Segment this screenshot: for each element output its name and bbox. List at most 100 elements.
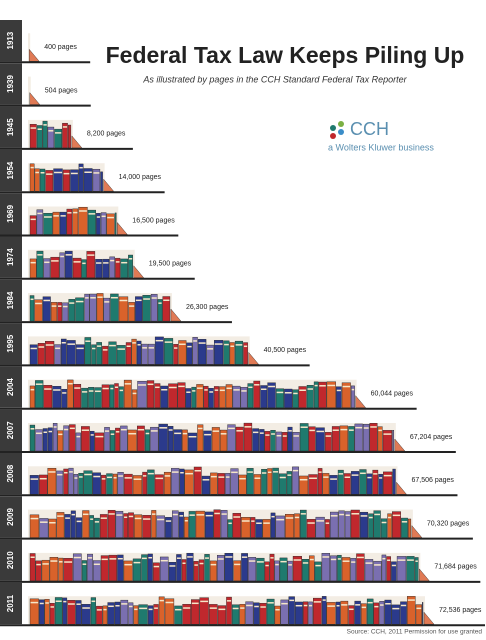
y-tick-label: 2008 [6,464,15,482]
book [152,562,160,582]
book-band [73,211,78,214]
book-band [45,602,49,604]
book-band [313,601,322,603]
book-band [275,609,280,611]
book-band [380,604,384,606]
book-band [276,434,282,437]
book-band [309,558,314,561]
book-band [57,515,64,517]
book-band [118,475,123,477]
year-band [0,539,22,581]
book-band [374,605,379,608]
book-band [300,513,306,515]
book-band [307,522,315,524]
book-band [35,171,39,174]
book [306,519,316,538]
book-band [38,346,45,348]
bookend [394,438,406,452]
book-band [79,166,83,169]
book-band [30,218,36,221]
book-band [381,521,387,524]
book-band [268,385,276,388]
book-band [325,435,332,437]
book-band [231,471,238,474]
book [123,560,133,582]
book-band [97,296,103,298]
book-band [153,565,160,568]
book-band [355,426,363,429]
book-band [175,608,182,611]
book-band [254,605,259,608]
book [81,604,91,625]
book [186,552,194,582]
book [187,432,198,452]
book-band [67,212,72,214]
book-band [233,389,240,391]
book [61,388,68,408]
book-band [135,299,142,302]
book-band [374,513,381,516]
logo-tagline: a Wolters Kluwer business [328,142,434,152]
book-band [137,344,141,346]
year-band [0,106,22,148]
value-label: 26,300 pages [186,304,229,311]
book-band [30,347,37,350]
book-band [322,599,326,601]
book [255,519,263,538]
book-band [308,604,313,607]
book-band [235,344,243,346]
book [341,557,351,582]
book-band [214,389,219,391]
book [373,602,380,625]
book-band [373,473,378,475]
book-band [30,601,39,604]
book-band [96,262,102,264]
book-band [126,345,131,347]
bookend [355,395,367,408]
book-band [182,562,186,565]
book-band [71,513,76,516]
book-band [30,298,34,301]
book-band [210,475,217,478]
book-band [224,343,229,346]
y-tick-label: 1954 [6,161,15,179]
book-band [75,300,84,303]
book-band [129,305,135,307]
book [392,430,395,452]
book-band [367,476,372,479]
book-band [302,562,309,564]
value-label: 14,000 pages [119,174,162,181]
bookend [133,265,145,278]
book [142,295,151,322]
book [48,518,57,538]
book [193,561,199,582]
book [147,605,154,625]
books [29,509,412,538]
book-band [315,564,321,567]
book-band [284,392,292,394]
bookend [29,92,41,105]
book-band [73,556,81,559]
book-band [69,471,73,473]
book [153,604,159,625]
year-band [0,453,22,495]
logo-icon [330,121,344,139]
book-band [110,433,115,435]
book-band [67,603,75,605]
books [29,120,72,149]
year-band [0,582,22,625]
book-band [39,477,47,480]
book [224,553,234,582]
book [253,474,262,495]
book-band [101,478,106,480]
year-band [0,20,22,62]
book-band [30,517,39,520]
book-band [243,345,248,348]
book-band [43,124,47,126]
book-band [178,385,185,388]
book-band [138,384,146,386]
book-band [65,517,70,519]
book-band [189,514,195,516]
book-band [143,298,150,300]
bookend [423,611,435,625]
